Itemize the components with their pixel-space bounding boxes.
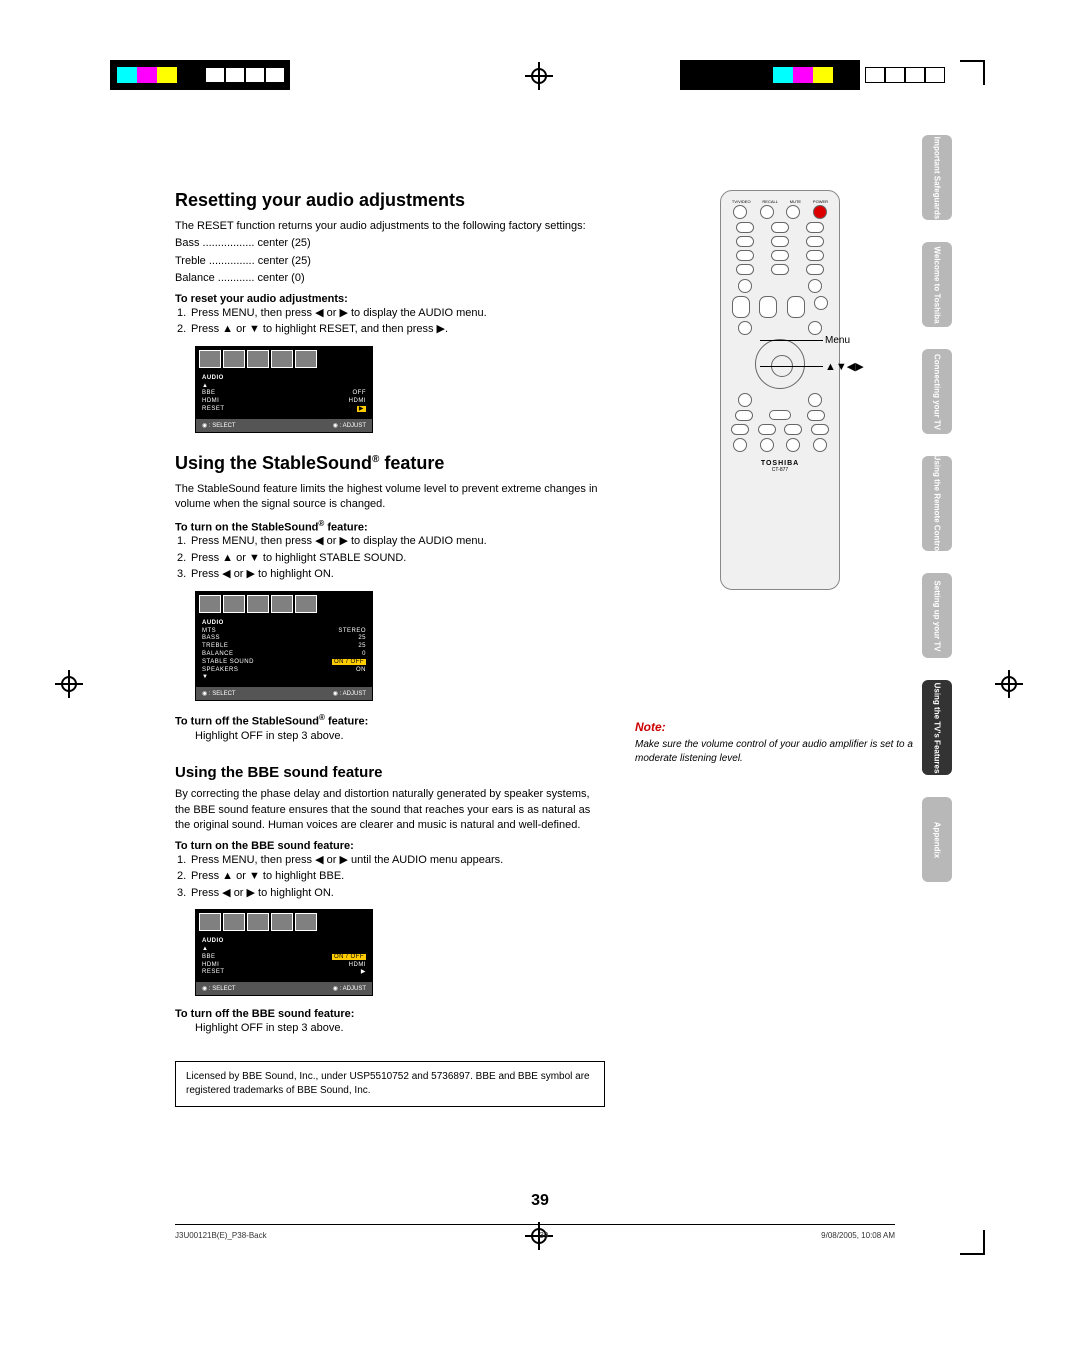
crop-mark	[960, 60, 985, 85]
default-treble: Treble ............... center (25)	[175, 254, 605, 269]
section-tab: Connecting your TV	[922, 349, 952, 434]
page-content: Resetting your audio adjustments The RES…	[175, 190, 895, 1107]
intro-text: The StableSound feature limits the highe…	[175, 482, 605, 513]
section-tab: Using the Remote Control	[922, 456, 952, 551]
section-tab: Welcome to Toshiba	[922, 242, 952, 327]
section-tab: Appendix	[922, 797, 952, 882]
off-text: Highlight OFF in step 3 above.	[195, 1020, 605, 1037]
note-text: Make sure the volume control of your aud…	[635, 738, 915, 766]
remote-control-illustration: TV/VIDEORECALLMUTEPOWER TOSHIBA CT-877	[720, 190, 840, 590]
footer-rule	[175, 1224, 895, 1225]
crop-mark	[960, 1230, 985, 1255]
callout-line	[760, 366, 823, 367]
page-number: 39	[531, 1192, 549, 1210]
sub-heading: To turn on the BBE sound feature:	[175, 840, 605, 852]
registration-crosshair	[525, 62, 555, 92]
step-1: 1.Press MENU, then press ◀ or ▶ until th…	[195, 852, 605, 869]
sub-heading: To reset your audio adjustments:	[175, 293, 605, 305]
sub-heading-off: To turn off the StableSound® feature:	[175, 713, 605, 728]
registration-crosshair	[55, 670, 85, 700]
osd-menu-bbe: AUDIO▲BBEON / OFFHDMIHDMIRESET▶ ◉ : SELE…	[195, 909, 373, 996]
sub-heading-off: To turn off the BBE sound feature:	[175, 1008, 605, 1020]
footer-filename: J3U00121B(E)_P38-Back	[175, 1231, 267, 1240]
intro-text: By correcting the phase delay and distor…	[175, 787, 605, 833]
osd-menu-stablesound: AUDIOMTSSTEREOBASS25TREBLE25BALANCE0STAB…	[195, 591, 373, 702]
note-title: Note:	[635, 720, 915, 734]
callout-line	[760, 340, 823, 341]
sub-heading: To turn on the StableSound® feature:	[175, 519, 605, 534]
section-tab: Important Safeguards	[922, 135, 952, 220]
step-3: 3.Press ◀ or ▶ to highlight ON.	[195, 566, 605, 583]
default-balance: Balance ............ center (0)	[175, 271, 605, 286]
step-3: 3.Press ◀ or ▶ to highlight ON.	[195, 885, 605, 902]
step-1: 1.Press MENU, then press ◀ or ▶ to displ…	[195, 533, 605, 550]
step-2: 2.Press ▲ or ▼ to highlight BBE.	[195, 868, 605, 885]
intro-text: The RESET function returns your audio ad…	[175, 219, 605, 234]
section-heading: Using the BBE sound feature	[175, 764, 605, 781]
off-text: Highlight OFF in step 3 above.	[195, 728, 605, 745]
osd-menu-reset: AUDIO▲BBEOFFHDMIHDMIRESET▶ ◉ : SELECT◉ :…	[195, 346, 373, 433]
license-notice: Licensed by BBE Sound, Inc., under USP55…	[175, 1061, 605, 1107]
footer-meta: J3U00121B(E)_P38-Back 39 9/08/2005, 10:0…	[175, 1231, 895, 1240]
registration-crosshair	[995, 670, 1025, 700]
footer-page: 39	[539, 1231, 548, 1240]
section-tab: Using the TV's Features	[922, 680, 952, 775]
section-tab: Setting up your TV	[922, 573, 952, 658]
footer-timestamp: 9/08/2005, 10:08 AM	[821, 1231, 895, 1240]
step-2: 2.Press ▲ or ▼ to highlight STABLE SOUND…	[195, 550, 605, 567]
callout-arrows: ▲▼◀▶	[825, 360, 864, 373]
default-bass: Bass ................. center (25)	[175, 236, 605, 251]
step-1: 1.Press MENU, then press ◀ or ▶ to displ…	[195, 305, 605, 322]
section-heading: Using the StableSound® feature	[175, 453, 605, 474]
section-heading: Resetting your audio adjustments	[175, 190, 605, 211]
step-2: 2.Press ▲ or ▼ to highlight RESET, and t…	[195, 321, 605, 338]
section-tabs: Important Safeguards Welcome to Toshiba Co…	[922, 135, 952, 904]
callout-menu: Menu	[825, 335, 850, 346]
note-block: Note: Make sure the volume control of yo…	[635, 720, 915, 766]
